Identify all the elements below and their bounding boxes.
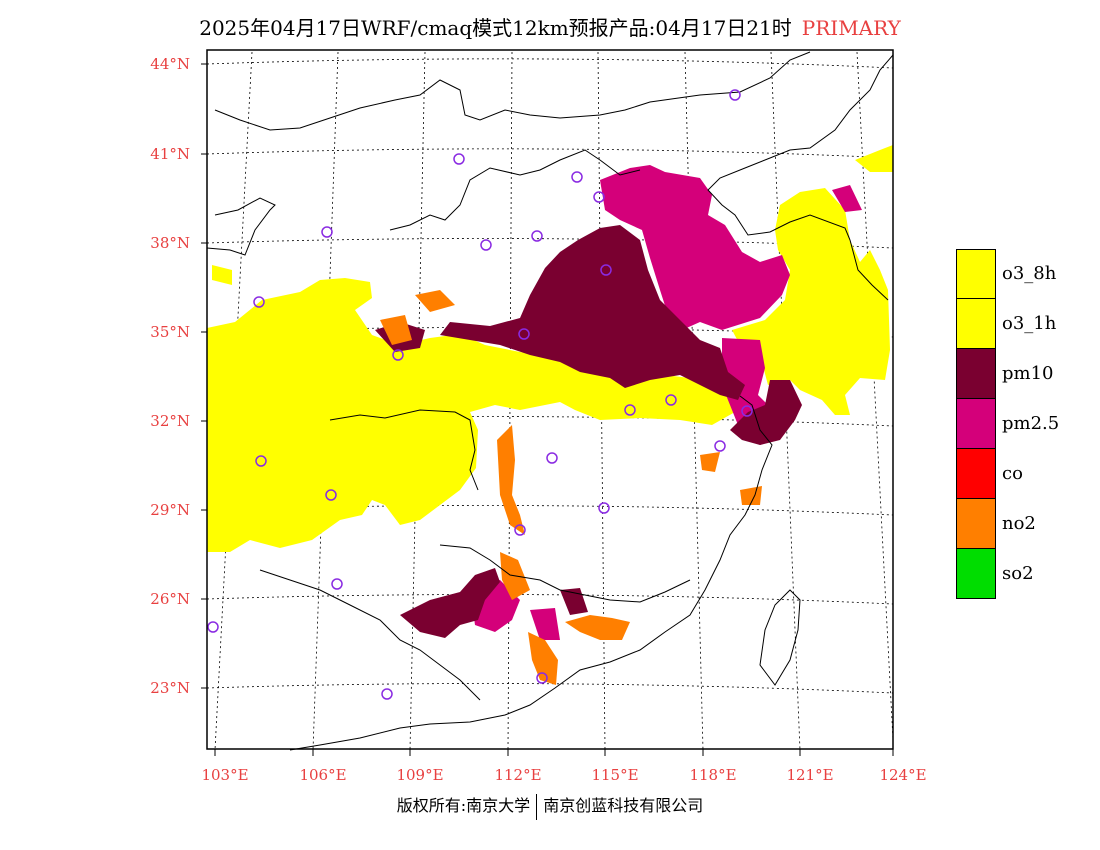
lat-label-41: 41°N [150, 145, 190, 163]
legend-label: pm2.5 [1002, 413, 1060, 434]
legend-item-so2: so2 [956, 549, 1100, 599]
footer-separator [536, 793, 538, 820]
o3-region [207, 145, 893, 552]
lat-label-44: 44°N [150, 55, 190, 73]
legend-label: so2 [1002, 563, 1034, 584]
legend-label: o3_1h [1002, 313, 1057, 334]
legend-item-no2: no2 [956, 499, 1100, 549]
legend-swatch [956, 499, 996, 549]
lat-label-23: 23°N [150, 679, 190, 697]
lat-label-29: 29°N [150, 501, 190, 519]
legend-label: o3_8h [1002, 263, 1057, 284]
axis-ticks [201, 63, 894, 756]
legend-swatch [956, 549, 996, 599]
station-markers [207, 89, 753, 700]
pollutant-legend: o3_8h o3_1h pm10 pm2.5 co no2 so2 [956, 249, 1100, 599]
map-title: 2025年04月17日WRF/cmaq模式12km预报产品:04月17日21时 P… [0, 12, 1100, 41]
legend-label: no2 [1002, 513, 1036, 534]
copyright-owner: 版权所有:南京大学 [396, 796, 531, 815]
lat-label-32: 32°N [150, 412, 190, 430]
legend-swatch [956, 349, 996, 399]
legend-swatch [956, 449, 996, 499]
legend-swatch [956, 299, 996, 349]
lat-label-35: 35°N [150, 323, 190, 341]
copyright-footer: 版权所有:南京大学 南京创蓝科技有限公司 [0, 792, 1100, 820]
lon-label-109: 109°E [396, 766, 444, 784]
legend-swatch [956, 249, 996, 299]
lon-label-103: 103°E [201, 766, 249, 784]
map-frame [206, 49, 894, 750]
legend-label: pm10 [1002, 363, 1054, 384]
legend-item-pm10: pm10 [956, 349, 1100, 399]
legend-item-o3-1h: o3_1h [956, 299, 1100, 349]
legend-item-co: co [956, 449, 1100, 499]
title-tag: PRIMARY [801, 16, 901, 40]
lon-label-115: 115°E [591, 766, 639, 784]
legend-item-o3-8h: o3_8h [956, 249, 1100, 299]
legend-swatch [956, 399, 996, 449]
copyright-company: 南京创蓝科技有限公司 [543, 796, 704, 815]
lon-label-121: 121°E [786, 766, 834, 784]
lat-label-38: 38°N [150, 234, 190, 252]
lon-label-118: 118°E [689, 766, 737, 784]
lon-label-112: 112°E [494, 766, 542, 784]
lon-label-124: 124°E [879, 766, 927, 784]
legend-label: co [1002, 463, 1023, 484]
lon-label-106: 106°E [299, 766, 347, 784]
lat-label-26: 26°N [150, 590, 190, 608]
legend-item-pm25: pm2.5 [956, 399, 1100, 449]
boundary-lines [206, 51, 894, 751]
title-text: 2025年04月17日WRF/cmaq模式12km预报产品:04月17日21时 [199, 16, 792, 40]
